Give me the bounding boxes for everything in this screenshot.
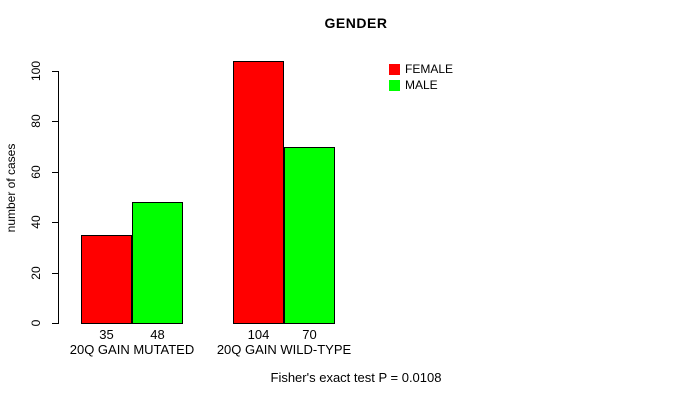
bar-value-label: 104 <box>247 327 270 342</box>
y-tick-mark <box>52 71 58 72</box>
legend-label: FEMALE <box>405 62 454 76</box>
y-tick-mark <box>52 323 58 324</box>
legend-swatch-female <box>389 63 400 75</box>
y-tick-label: 60 <box>29 165 43 179</box>
y-tick-label: 20 <box>29 265 43 280</box>
y-tick-label: 80 <box>29 114 43 129</box>
legend-row: FEMALE <box>389 61 453 77</box>
bar-value-label: 70 <box>302 327 317 342</box>
bar-value-label: 48 <box>150 327 165 342</box>
bar-male-2 <box>284 146 335 324</box>
bar-male-1 <box>132 202 183 324</box>
y-tick-mark <box>52 171 58 173</box>
bar-value-label: 35 <box>99 327 114 342</box>
y-tick-mark <box>52 121 58 123</box>
legend-label: MALE <box>405 78 438 92</box>
chart-title: GENDER <box>324 15 388 31</box>
y-tick-label: 0 <box>29 319 43 327</box>
y-tick-label: 40 <box>29 215 43 229</box>
legend: FEMALE MALE <box>389 61 453 93</box>
y-axis-line <box>58 71 59 324</box>
y-tick-mark <box>52 222 58 224</box>
annotation-text: Fisher's exact test P = 0.0108 <box>270 370 442 385</box>
bar-female-1 <box>81 234 132 324</box>
y-axis-label: number of cases <box>4 143 18 233</box>
category-label: 20Q GAIN WILD-TYPE <box>216 342 352 357</box>
y-tick-label: 100 <box>29 60 43 82</box>
bar-female-2 <box>233 60 284 324</box>
legend-row: MALE <box>389 77 453 93</box>
y-tick-mark <box>52 272 58 274</box>
category-label: 20Q GAIN MUTATED <box>69 342 195 357</box>
legend-swatch-male <box>389 79 400 91</box>
